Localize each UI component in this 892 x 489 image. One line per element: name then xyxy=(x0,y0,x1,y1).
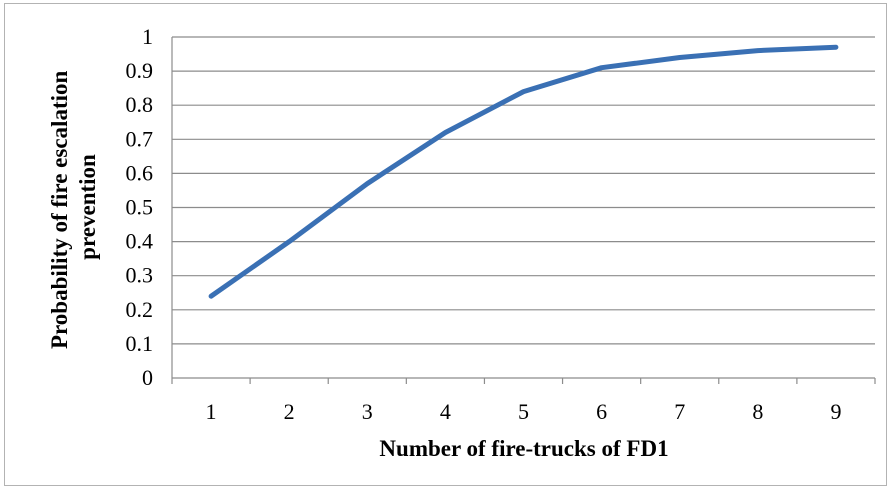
chart-frame xyxy=(4,3,887,486)
x-tick-label: 1 xyxy=(206,399,217,424)
x-tick-label: 2 xyxy=(284,399,295,424)
y-tick-label: 0.2 xyxy=(126,297,154,322)
y-tick-label: 0.1 xyxy=(126,331,154,356)
series-line xyxy=(208,44,839,299)
x-axis-title: Number of fire-trucks of FD1 xyxy=(379,436,668,461)
x-tick-label: 4 xyxy=(440,399,451,424)
x-tick-label: 9 xyxy=(830,399,841,424)
y-tick-label: 0 xyxy=(142,365,153,390)
x-tick-label: 8 xyxy=(752,399,763,424)
y-tick-label: 0.4 xyxy=(126,229,154,254)
y-tick-label: 0.8 xyxy=(126,92,154,117)
series-lines xyxy=(208,44,839,299)
y-tick-labels: 0 0.1 0.2 0.3 0.4 0.5 0.6 0.7 0.8 0.9 1 xyxy=(126,24,154,390)
x-tick-label: 3 xyxy=(362,399,373,424)
y-tick-label: 0.9 xyxy=(126,58,154,83)
x-tick-labels: 1 2 3 4 5 6 7 8 9 xyxy=(206,399,842,424)
axes xyxy=(171,37,876,384)
y-tick-label: 0.5 xyxy=(126,195,154,220)
y-axis-title-line-2: prevention xyxy=(75,154,100,260)
y-tick-label: 0.6 xyxy=(126,160,154,185)
x-tick-label: 6 xyxy=(596,399,607,424)
y-tick-label: 1 xyxy=(142,24,153,49)
y-axis-title-line-1: Probability of fire escalation xyxy=(47,71,72,350)
y-tick-label: 0.3 xyxy=(126,263,154,288)
y-tick-label: 0.7 xyxy=(126,126,154,151)
gridlines xyxy=(172,36,875,345)
x-tick-label: 5 xyxy=(518,399,529,424)
x-tick-label: 7 xyxy=(674,399,685,424)
y-axis-title: Probability of fire escalation preventio… xyxy=(47,65,100,349)
